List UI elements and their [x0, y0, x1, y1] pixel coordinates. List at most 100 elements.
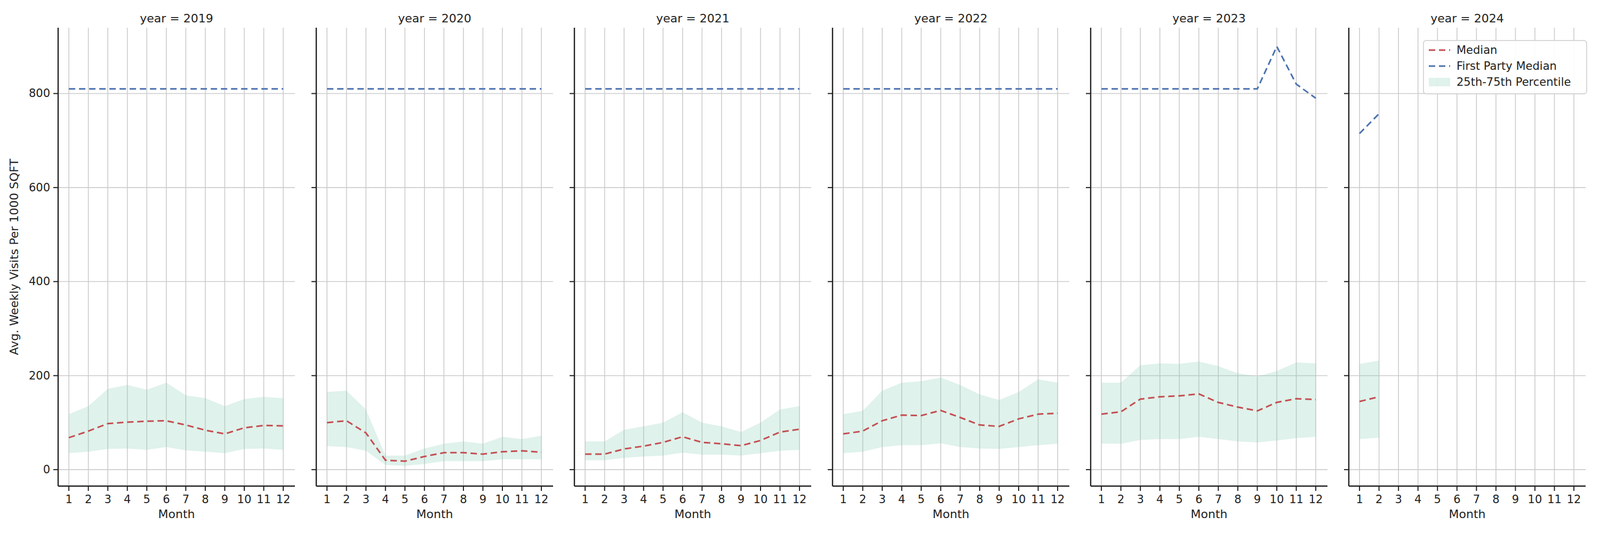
y-axis-line: [57, 27, 59, 487]
x-tick-label: 3: [1136, 493, 1144, 507]
x-tick-label: 10: [237, 493, 252, 507]
x-tick-label: 3: [878, 493, 886, 507]
grid-line: [1090, 93, 1328, 95]
grid-line: [58, 93, 295, 95]
series-line: [326, 88, 542, 90]
x-tick-label: 12: [534, 493, 549, 507]
x-tick: [979, 486, 981, 492]
x-tick: [1296, 486, 1298, 492]
grid-line: [1348, 469, 1586, 471]
x-axis-line: [58, 485, 295, 487]
x-tick-label: 2: [859, 493, 867, 507]
x-tick-label: 6: [937, 493, 944, 507]
series-line: [1359, 113, 1380, 134]
x-tick-label: 7: [182, 493, 190, 507]
y-tick: [827, 469, 833, 471]
x-tick: [1358, 486, 1360, 492]
chart: 1234567891011120200400600800year = 2019M…: [0, 0, 1600, 533]
x-tick-label: 1: [323, 493, 331, 507]
grid-line: [1554, 27, 1556, 487]
percentile-band: [585, 406, 800, 461]
data-group: [68, 89, 284, 454]
x-tick: [224, 486, 226, 492]
x-tick: [1057, 486, 1059, 492]
x-tick-label: 4: [381, 493, 389, 507]
percentile-band: [326, 390, 542, 467]
y-axis-line: [832, 27, 834, 487]
x-tick-label: 3: [362, 493, 370, 507]
grid-line: [1397, 27, 1399, 487]
x-tick-label: 9: [737, 493, 745, 507]
percentile-band: [1101, 361, 1316, 444]
y-tick: [311, 187, 317, 189]
x-tick-label: 5: [1434, 493, 1442, 507]
x-tick-label: 12: [276, 493, 291, 507]
series-line: [326, 420, 542, 462]
series-line: [1101, 394, 1316, 415]
series-line: [68, 88, 284, 90]
x-tick: [1315, 486, 1317, 492]
grid-line: [58, 281, 295, 283]
x-tick: [243, 486, 245, 492]
x-tick-label: 6: [420, 493, 428, 507]
x-tick-label: 11: [1547, 493, 1562, 507]
grid-line: [1573, 27, 1575, 487]
grid-line: [604, 27, 606, 487]
grid-line: [404, 27, 406, 487]
grid-line: [540, 27, 542, 487]
y-axis-line: [573, 27, 575, 487]
grid-line: [316, 93, 554, 95]
x-tick: [404, 486, 406, 492]
x-tick: [662, 486, 664, 492]
y-axis-line: [315, 27, 317, 487]
data-group: [1359, 113, 1380, 439]
data-group: [1101, 46, 1316, 444]
x-tick-label: 1: [1097, 493, 1105, 507]
y-axis-label: Avg. Weekly Visits Per 1000 SQFT: [7, 158, 21, 356]
x-tick-label: 5: [401, 493, 409, 507]
x-tick-label: 10: [753, 493, 768, 507]
y-tick: [827, 92, 833, 94]
y-axis-line: [1348, 27, 1350, 487]
x-tick-label: 4: [1414, 493, 1422, 507]
x-tick: [920, 486, 922, 492]
x-tick-label: 1: [65, 493, 72, 507]
x-tick: [501, 486, 503, 492]
x-tick: [68, 486, 70, 492]
x-tick-label: 5: [917, 493, 925, 507]
x-tick-label: 2: [342, 493, 350, 507]
x-tick: [326, 486, 328, 492]
x-tick-label: 7: [1214, 493, 1222, 507]
x-tick-label: 2: [1375, 493, 1383, 507]
x-tick: [462, 486, 464, 492]
x-axis-label: Month: [416, 507, 454, 522]
x-tick-label: 2: [1117, 493, 1125, 507]
x-tick-label: 9: [995, 493, 1003, 507]
legend-swatch: [1428, 77, 1451, 87]
x-tick: [1514, 486, 1516, 492]
grid-line: [316, 187, 554, 189]
x-tick: [842, 486, 844, 492]
x-axis-line: [832, 485, 1070, 487]
x-tick: [1256, 486, 1258, 492]
x-tick: [1159, 486, 1161, 492]
x-tick: [721, 486, 723, 492]
x-axis-label: Month: [158, 507, 196, 522]
x-tick-label: 8: [976, 493, 983, 507]
facet: 123456789101112year = 2021Month: [569, 11, 812, 522]
y-tick: [1085, 187, 1091, 189]
y-tick: [53, 281, 59, 283]
legend-swatch: [1428, 49, 1451, 52]
x-tick: [1397, 486, 1399, 492]
grid-line: [1348, 187, 1586, 189]
x-tick-label: 3: [104, 493, 111, 507]
y-tick: [569, 92, 575, 94]
x-tick: [1276, 486, 1278, 492]
x-tick-label: 12: [1308, 493, 1324, 507]
x-tick-label: 6: [678, 493, 686, 507]
series-line: [585, 429, 800, 455]
x-tick-label: 9: [479, 493, 487, 507]
y-tick-label: 0: [43, 463, 51, 477]
x-tick: [701, 486, 703, 492]
y-tick: [569, 375, 575, 377]
